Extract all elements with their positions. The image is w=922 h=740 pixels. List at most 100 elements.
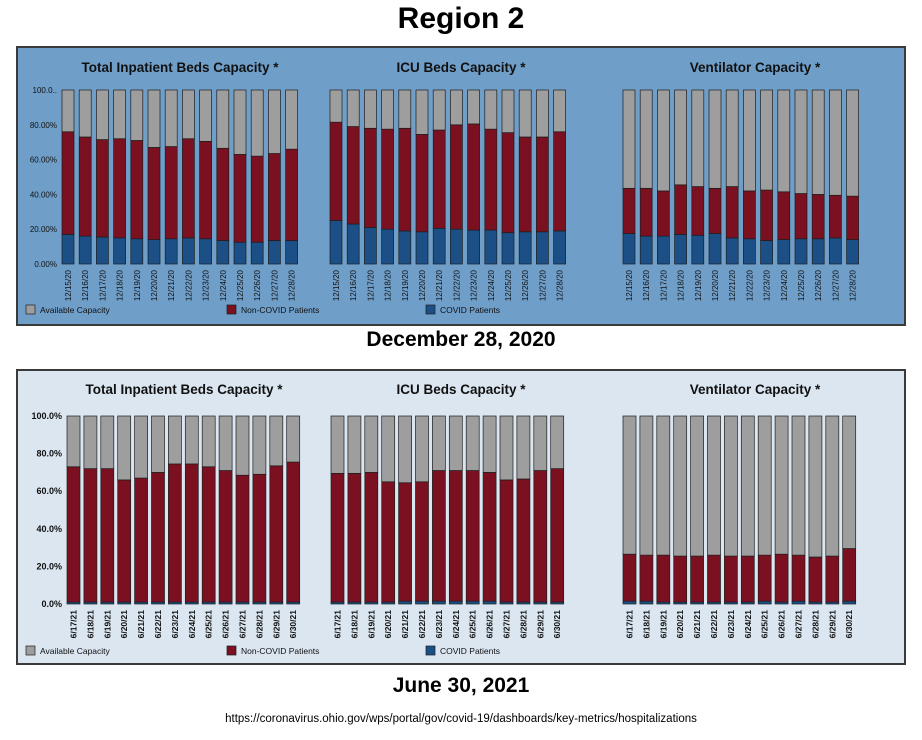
bar-covid [364, 227, 377, 265]
bar-available [639, 89, 653, 189]
chart-title: Total Inpatient Beds Capacity * [85, 382, 283, 397]
bar-available [825, 415, 840, 557]
y-tick-label: 100.0.. [33, 86, 57, 95]
x-tick-date: 6/24/21 [187, 610, 197, 639]
x-tick-date: 12/18/20 [384, 269, 393, 301]
bar-non-covid [825, 555, 840, 603]
legend-label-covid: COVID Patients [440, 646, 500, 656]
bar-covid [622, 600, 637, 605]
bar-covid [484, 229, 498, 265]
bar-covid [518, 231, 532, 265]
bar-available [639, 415, 654, 556]
bar-covid [130, 238, 144, 265]
bar-available [657, 89, 670, 192]
bar-available [346, 89, 360, 127]
x-tick-date: 12/19/20 [401, 269, 410, 301]
bar-non-covid [201, 466, 216, 603]
bar-non-covid [78, 136, 92, 237]
bar-non-covid [164, 146, 178, 240]
y-tick-label: 60.0% [36, 486, 62, 496]
x-tick-date: 12/24/20 [219, 269, 228, 301]
x-tick-date: 6/17/21 [69, 610, 79, 639]
bar-non-covid [285, 148, 298, 241]
x-tick-date: 6/29/21 [827, 610, 837, 639]
bar-covid [250, 241, 264, 265]
bar-available [673, 415, 688, 557]
bar-non-covid [499, 479, 514, 603]
bar-available [791, 415, 806, 556]
bar-non-covid [465, 470, 480, 602]
bar-non-covid [199, 140, 212, 240]
x-tick-date: 6/29/21 [271, 610, 281, 639]
x-tick-date: 6/27/21 [794, 610, 804, 639]
bar-available [484, 89, 498, 130]
bar-available [707, 415, 721, 556]
bar-available [184, 415, 199, 465]
bar-available [842, 415, 857, 549]
bar-non-covid [233, 154, 247, 243]
bar-non-covid [622, 553, 637, 602]
y-tick-label: 20.00% [30, 225, 57, 234]
bar-covid [777, 239, 791, 265]
x-tick-date: 12/24/20 [780, 269, 789, 301]
x-tick-date: 12/26/20 [521, 269, 530, 301]
legend-swatch-non-covid [226, 304, 237, 315]
bar-non-covid [656, 554, 671, 603]
bar-non-covid [117, 479, 132, 603]
bar-non-covid [330, 472, 345, 603]
bar-available [235, 415, 250, 476]
bar-available [147, 89, 161, 148]
bar-non-covid [134, 477, 148, 603]
bar-available [533, 415, 548, 471]
bar-available [760, 89, 773, 191]
legend-swatch-non-covid [226, 645, 237, 656]
chart-title: Ventilator Capacity * [690, 382, 821, 397]
bar-available [708, 89, 722, 189]
x-tick-date: 6/24/21 [743, 610, 753, 639]
bar-covid [329, 220, 343, 265]
bar-covid [757, 600, 772, 605]
x-tick-date: 12/23/20 [470, 269, 479, 301]
legend-swatch-available [25, 645, 36, 656]
bar-covid [381, 228, 394, 265]
bar-non-covid [364, 127, 377, 228]
x-tick-date: 6/20/21 [119, 610, 129, 639]
bar-available [757, 415, 772, 556]
bar-available [774, 415, 789, 555]
bar-available [829, 89, 842, 196]
x-tick-date: 6/25/21 [204, 610, 214, 639]
bar-available [690, 415, 704, 557]
bar-covid [791, 600, 806, 605]
bar-available [398, 89, 412, 129]
bar-non-covid [536, 136, 549, 233]
x-tick-date: 6/22/21 [153, 610, 163, 639]
bar-available [415, 89, 429, 135]
bar-non-covid [657, 190, 670, 237]
x-tick-date: 12/22/20 [452, 269, 461, 301]
x-tick-date: 12/27/20 [538, 269, 547, 301]
bar-available [269, 415, 284, 467]
bar-covid [450, 228, 463, 265]
bar-available [347, 415, 362, 474]
bar-non-covid [846, 195, 859, 240]
x-tick-date: 6/27/21 [238, 610, 248, 639]
x-tick-date: 6/28/21 [810, 610, 820, 639]
bar-non-covid [639, 554, 654, 602]
x-tick-date: 12/17/20 [366, 269, 375, 301]
bar-covid [482, 600, 497, 605]
bar-available [808, 415, 823, 558]
bar-available [740, 415, 755, 557]
bar-non-covid [777, 191, 791, 240]
bar-non-covid [533, 470, 548, 603]
bar-non-covid [674, 184, 687, 235]
x-tick-date: 12/15/20 [64, 269, 73, 301]
bar-covid [674, 234, 687, 265]
bar-covid [708, 233, 722, 265]
bar-available [199, 89, 212, 142]
bar-available [432, 415, 446, 471]
bar-covid [415, 600, 429, 605]
bar-non-covid [83, 468, 98, 603]
x-tick-date: 12/19/20 [694, 269, 703, 301]
x-tick-date: 12/23/20 [763, 269, 772, 301]
bar-available [268, 89, 281, 154]
